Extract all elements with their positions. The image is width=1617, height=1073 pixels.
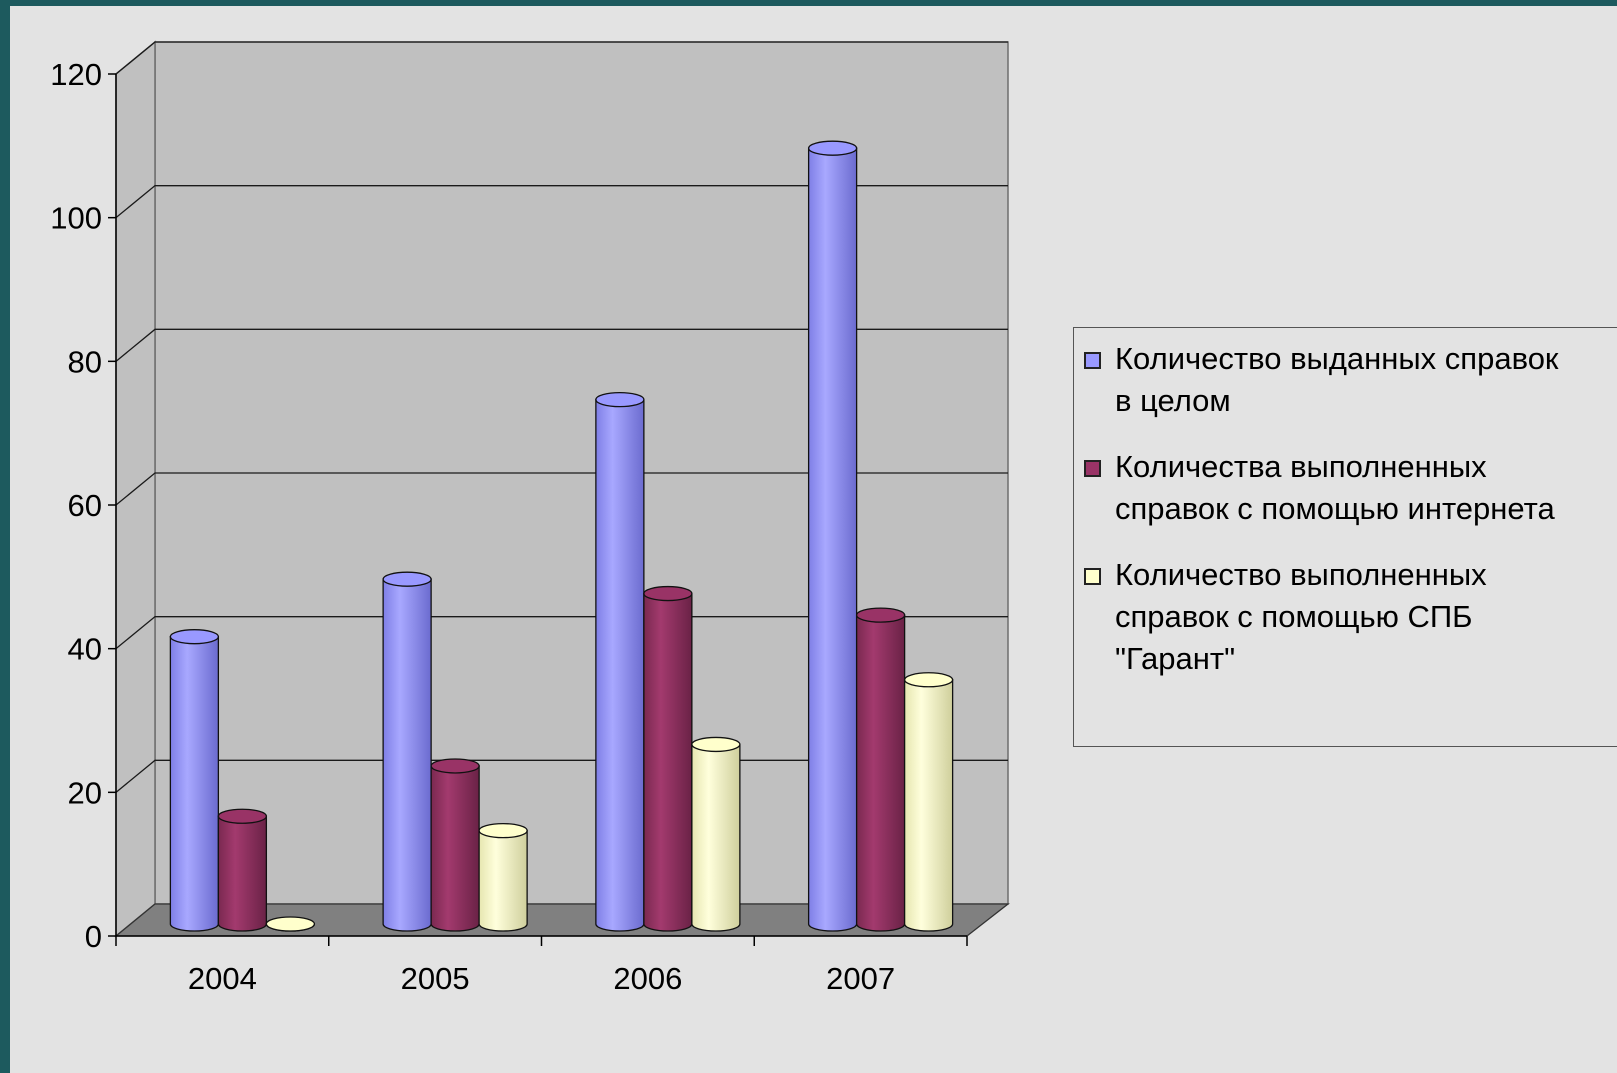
gridline-120 [115,41,1008,75]
bar-cap-2004-s2 [265,916,316,932]
bar-2006-s1 [643,585,693,932]
bar-body-2007-s0 [807,147,858,932]
gridline-80 [115,328,1008,362]
bar-body-2005-s0 [382,578,432,932]
legend-item-total: Количество выданных справок в целом [1084,338,1617,422]
bar-2005-s2 [478,822,528,932]
bar-cap-2005-s2 [478,822,528,839]
bar-body-2005-s1 [430,765,480,932]
y-tick-label-80: 80 [68,344,102,379]
y-tick-label-60: 60 [68,488,102,523]
bar-body-2006-s1 [643,592,693,932]
legend-label-garant: Количество выполненных справок с помощью… [1115,557,1487,676]
bar-2007-s0 [807,140,858,932]
gridline-100 [115,185,1008,219]
axes [108,73,968,946]
legend-label-total: Количество выданных справок в целом [1115,341,1559,418]
x-tick-label-2006: 2006 [613,961,682,996]
legend-label-internet: Количества выполненных справок с помощью… [1115,449,1555,526]
bar-cap-2006-s0 [595,391,645,408]
y-axis-tick-labels: 0 20 40 60 80 100 120 [50,57,102,954]
x-axis-tick-labels: 2004 2005 2006 2007 [188,961,895,996]
bar-body-2005-s2 [478,829,528,932]
legend-item-garant: Количество выполненных справок с помощью… [1084,554,1617,680]
bar-2006-s0 [595,391,645,932]
bar-body-2006-s0 [595,398,645,932]
bar-cap-2007-s1 [855,607,906,623]
bar-cap-2004-s0 [169,629,220,645]
bar-body-2004-s1 [217,815,268,932]
bar-cap-2006-s1 [643,585,693,602]
y-tick-label-20: 20 [68,775,102,810]
bar-cap-2007-s2 [903,672,954,688]
bars [169,140,954,932]
bar-2004-s0 [169,629,220,932]
bar-body-2004-s0 [169,636,220,932]
bar-chart: 0 20 40 60 80 100 120 2004 2005 2006 2007 [50,40,1010,996]
legend: Количество выданных справок в целом Коли… [1073,327,1617,747]
bar-cap-2004-s1 [217,808,268,824]
y-tick-label-120: 120 [50,57,102,92]
bar-cap-2006-s2 [691,736,741,753]
bar-2006-s2 [691,736,741,932]
bar-body-2007-s1 [855,614,906,932]
legend-swatch-total [1084,352,1101,369]
chart-panel: 0 20 40 60 80 100 120 2004 2005 2006 2007 Количес… [10,6,1617,1073]
bar-2004-s1 [217,808,268,932]
bar-2005-s0 [382,571,432,932]
legend-item-internet: Количества выполненных справок с помощью… [1084,446,1617,530]
bar-2007-s1 [855,607,906,932]
y-tick-label-0: 0 [85,919,102,954]
gridline-40 [115,616,1008,650]
bar-cap-2005-s1 [430,758,480,774]
y-tick-label-40: 40 [68,632,102,667]
bar-2005-s1 [430,758,480,932]
x-tick-label-2005: 2005 [401,961,470,996]
x-tick-label-2004: 2004 [188,961,257,996]
x-tick-label-2007: 2007 [826,961,895,996]
legend-swatch-garant [1084,568,1101,585]
gridline-60 [115,472,1008,506]
bar-cap-2005-s0 [382,571,432,587]
y-tick-label-100: 100 [50,201,102,236]
bar-2004-s2 [265,916,316,932]
bar-cap-2007-s0 [807,140,858,156]
bar-body-2007-s2 [903,679,954,932]
bar-2007-s2 [903,672,954,932]
legend-swatch-internet [1084,460,1101,477]
bar-body-2006-s2 [691,743,741,932]
